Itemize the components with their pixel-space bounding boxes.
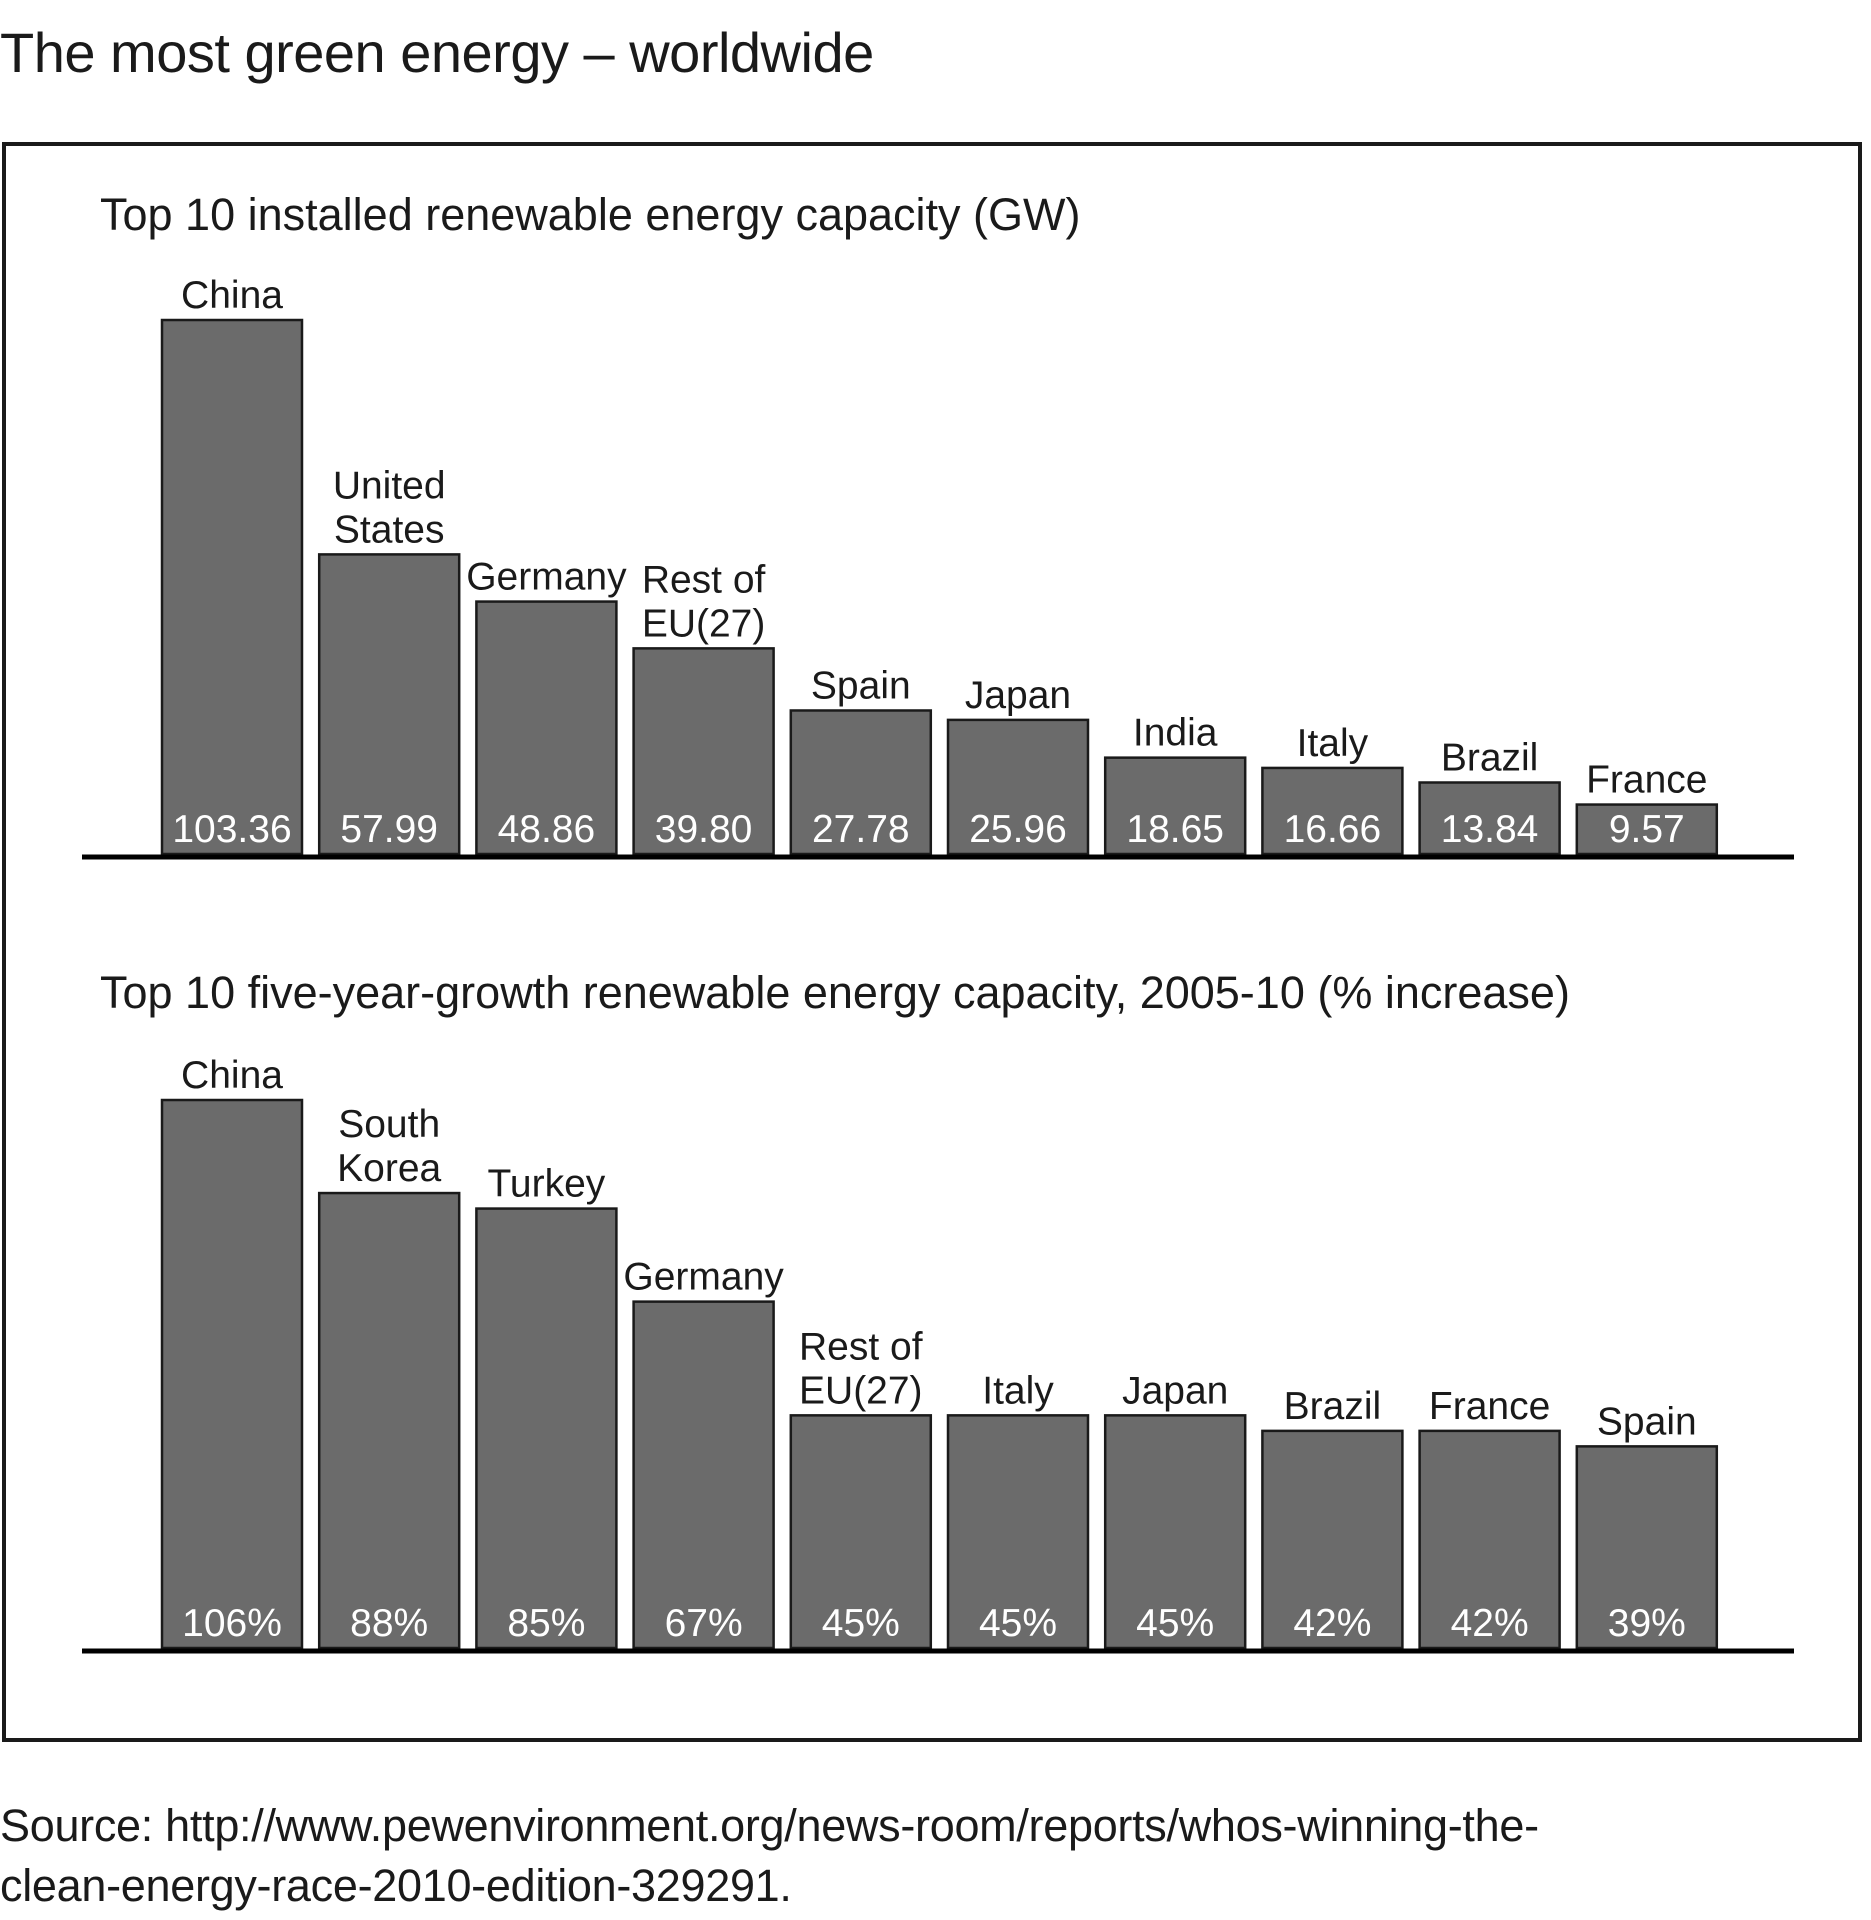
source-line-1: Source: http://www.pewenvironment.org/ne… <box>0 1800 1539 1851</box>
value-label: 103.36 <box>172 808 291 851</box>
value-label: 39% <box>1608 1602 1686 1645</box>
value-label: 16.66 <box>1284 808 1382 851</box>
bar <box>1418 781 1561 856</box>
bar <box>475 1207 618 1650</box>
category-label: Japan <box>965 674 1071 717</box>
category-label: United <box>333 464 446 507</box>
bar <box>160 1098 304 1650</box>
bar <box>1575 1445 1719 1650</box>
value-label: 45% <box>979 1602 1057 1645</box>
category-label: China <box>181 1054 283 1097</box>
value-label: 106% <box>182 1602 282 1645</box>
category-label: Germany <box>623 1256 784 1299</box>
installed-capacity-chart: Top 10 installed renewable energy capaci… <box>82 189 1794 860</box>
category-label: Italy <box>982 1369 1054 1412</box>
bar <box>789 709 933 856</box>
category-label: France <box>1429 1385 1550 1428</box>
value-label: 27.78 <box>812 808 910 851</box>
category-label: China <box>181 274 283 317</box>
bar <box>160 318 304 856</box>
value-label: 13.84 <box>1441 808 1539 851</box>
bar <box>946 718 1090 856</box>
category-label: Korea <box>337 1147 441 1190</box>
value-label: 57.99 <box>340 808 438 851</box>
value-label: 25.96 <box>969 808 1067 851</box>
bar <box>946 1414 1090 1650</box>
bar <box>1418 1429 1561 1650</box>
category-label: Spain <box>811 664 911 707</box>
value-label: 9.57 <box>1609 808 1685 851</box>
value-label: 85% <box>507 1602 585 1645</box>
value-label: 88% <box>350 1602 428 1645</box>
source-line-2: clean-energy-race-2010-edition-329291. <box>0 1860 792 1911</box>
category-label: EU(27) <box>642 602 766 645</box>
bar <box>317 1191 461 1650</box>
category-label: Germany <box>466 556 627 599</box>
category-label: Brazil <box>1284 1385 1382 1428</box>
category-label: South <box>338 1103 440 1146</box>
category-label: Rest of <box>799 1325 923 1368</box>
category-label: Italy <box>1297 722 1369 765</box>
category-label: India <box>1133 712 1218 755</box>
category-label: Rest of <box>642 558 766 601</box>
bar <box>1261 766 1404 856</box>
bar <box>632 647 775 856</box>
chart-title: Top 10 five-year-growth renewable energy… <box>100 967 1570 1018</box>
value-label: 45% <box>822 1602 900 1645</box>
page-title: The most green energy – worldwide <box>0 21 874 84</box>
value-label: 39.80 <box>655 808 753 851</box>
bar <box>1103 1414 1247 1650</box>
category-label: France <box>1586 759 1707 802</box>
bar <box>317 553 461 856</box>
five-year-growth-chart: Top 10 five-year-growth renewable energy… <box>82 967 1794 1654</box>
value-label: 42% <box>1451 1602 1529 1645</box>
chart-title: Top 10 installed renewable energy capaci… <box>100 189 1081 240</box>
category-label: Spain <box>1597 1400 1697 1443</box>
category-label: States <box>334 508 445 551</box>
value-label: 48.86 <box>498 808 596 851</box>
bar <box>1103 756 1247 856</box>
value-label: 42% <box>1293 1602 1371 1645</box>
category-label: Brazil <box>1441 736 1539 779</box>
category-label: EU(27) <box>799 1369 923 1412</box>
category-label: Japan <box>1122 1369 1228 1412</box>
bar <box>1261 1429 1404 1650</box>
bar <box>789 1414 933 1650</box>
category-label: Turkey <box>488 1163 606 1206</box>
source-note: Source: http://www.pewenvironment.org/ne… <box>0 1796 1871 1916</box>
bar <box>632 1300 775 1650</box>
value-label: 18.65 <box>1126 808 1224 851</box>
bar <box>1575 803 1719 856</box>
value-label: 45% <box>1136 1602 1214 1645</box>
chart-frame <box>2 142 1862 1742</box>
value-label: 67% <box>665 1602 743 1645</box>
bar <box>475 600 618 856</box>
